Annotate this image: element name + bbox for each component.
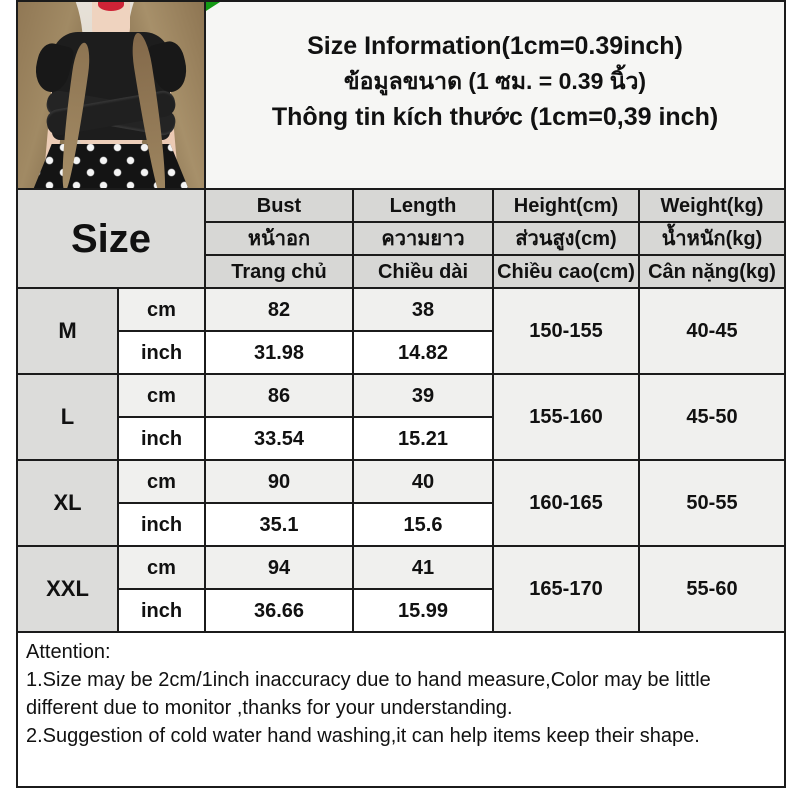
title-thai: ข้อมูลขนาด (1 ซม. = 0.39 นิ้ว) (343, 68, 647, 95)
unit-cm-xl: cm (119, 461, 204, 502)
unit-cm-m: cm (119, 289, 204, 330)
col-header-length-th: ความยาว (354, 223, 492, 254)
col-header-length-vi: Chiều dài (354, 256, 492, 287)
col-header-height-th: ส่วนสูง(cm) (494, 223, 638, 254)
bust-cm-l: 86 (206, 375, 352, 416)
bust-cm-xl: 90 (206, 461, 352, 502)
bust-cm-m: 82 (206, 289, 352, 330)
size-label-m: M (18, 289, 117, 373)
height-xl: 160-165 (494, 461, 638, 545)
title-block: Size Information(1cm=0.39inch) ข้อมูลขนา… (206, 2, 784, 188)
bust-inch-xxl: 36.66 (206, 590, 352, 631)
height-xxl: 165-170 (494, 547, 638, 631)
unit-inch-xl: inch (119, 504, 204, 545)
col-header-weight-vi: Cân nặng(kg) (640, 256, 784, 287)
unit-inch-m: inch (119, 332, 204, 373)
col-header-height-vi: Chiều cao(cm) (494, 256, 638, 287)
size-label-xl: XL (18, 461, 117, 545)
title-vietnamese: Thông tin kích thước (1cm=0,39 inch) (271, 102, 719, 131)
size-label-l: L (18, 375, 117, 459)
photo-lips (98, 2, 124, 11)
product-photo (18, 2, 204, 188)
length-cm-l: 39 (354, 375, 492, 416)
size-label-xxl: XXL (18, 547, 117, 631)
attention-note: Attention: 1.Size may be 2cm/1inch inacc… (18, 633, 784, 786)
bust-inch-xl: 35.1 (206, 504, 352, 545)
attention-line-1: 1.Size may be 2cm/1inch inaccuracy due t… (26, 669, 711, 719)
length-cm-xl: 40 (354, 461, 492, 502)
photo-polka-dot-pants (33, 144, 189, 188)
attention-line-2: 2.Suggestion of cold water hand washing,… (26, 725, 700, 747)
unit-inch-l: inch (119, 418, 204, 459)
length-inch-m: 14.82 (354, 332, 492, 373)
weight-xxl: 55-60 (640, 547, 784, 631)
size-column-header: Size (18, 190, 204, 287)
col-header-bust-th: หน้าอก (206, 223, 352, 254)
weight-m: 40-45 (640, 289, 784, 373)
length-inch-l: 15.21 (354, 418, 492, 459)
bust-cm-xxl: 94 (206, 547, 352, 588)
weight-xl: 50-55 (640, 461, 784, 545)
col-header-bust-vi: Trang chủ (206, 256, 352, 287)
col-header-length-en: Length (354, 190, 492, 221)
bust-inch-l: 33.54 (206, 418, 352, 459)
unit-cm-xxl: cm (119, 547, 204, 588)
length-inch-xxl: 15.99 (354, 590, 492, 631)
green-corner-icon (206, 2, 220, 11)
height-l: 155-160 (494, 375, 638, 459)
length-cm-m: 38 (354, 289, 492, 330)
size-chart-table: Size Information(1cm=0.39inch) ข้อมูลขนา… (16, 0, 786, 788)
unit-inch-xxl: inch (119, 590, 204, 631)
unit-cm-l: cm (119, 375, 204, 416)
bust-inch-m: 31.98 (206, 332, 352, 373)
title-english: Size Information(1cm=0.39inch) (307, 31, 683, 60)
weight-l: 45-50 (640, 375, 784, 459)
length-inch-xl: 15.6 (354, 504, 492, 545)
col-header-weight-en: Weight(kg) (640, 190, 784, 221)
height-m: 150-155 (494, 289, 638, 373)
attention-heading: Attention: (26, 641, 111, 663)
col-header-weight-th: น้ำหนัก(kg) (640, 223, 784, 254)
col-header-bust-en: Bust (206, 190, 352, 221)
col-header-height-en: Height(cm) (494, 190, 638, 221)
length-cm-xxl: 41 (354, 547, 492, 588)
